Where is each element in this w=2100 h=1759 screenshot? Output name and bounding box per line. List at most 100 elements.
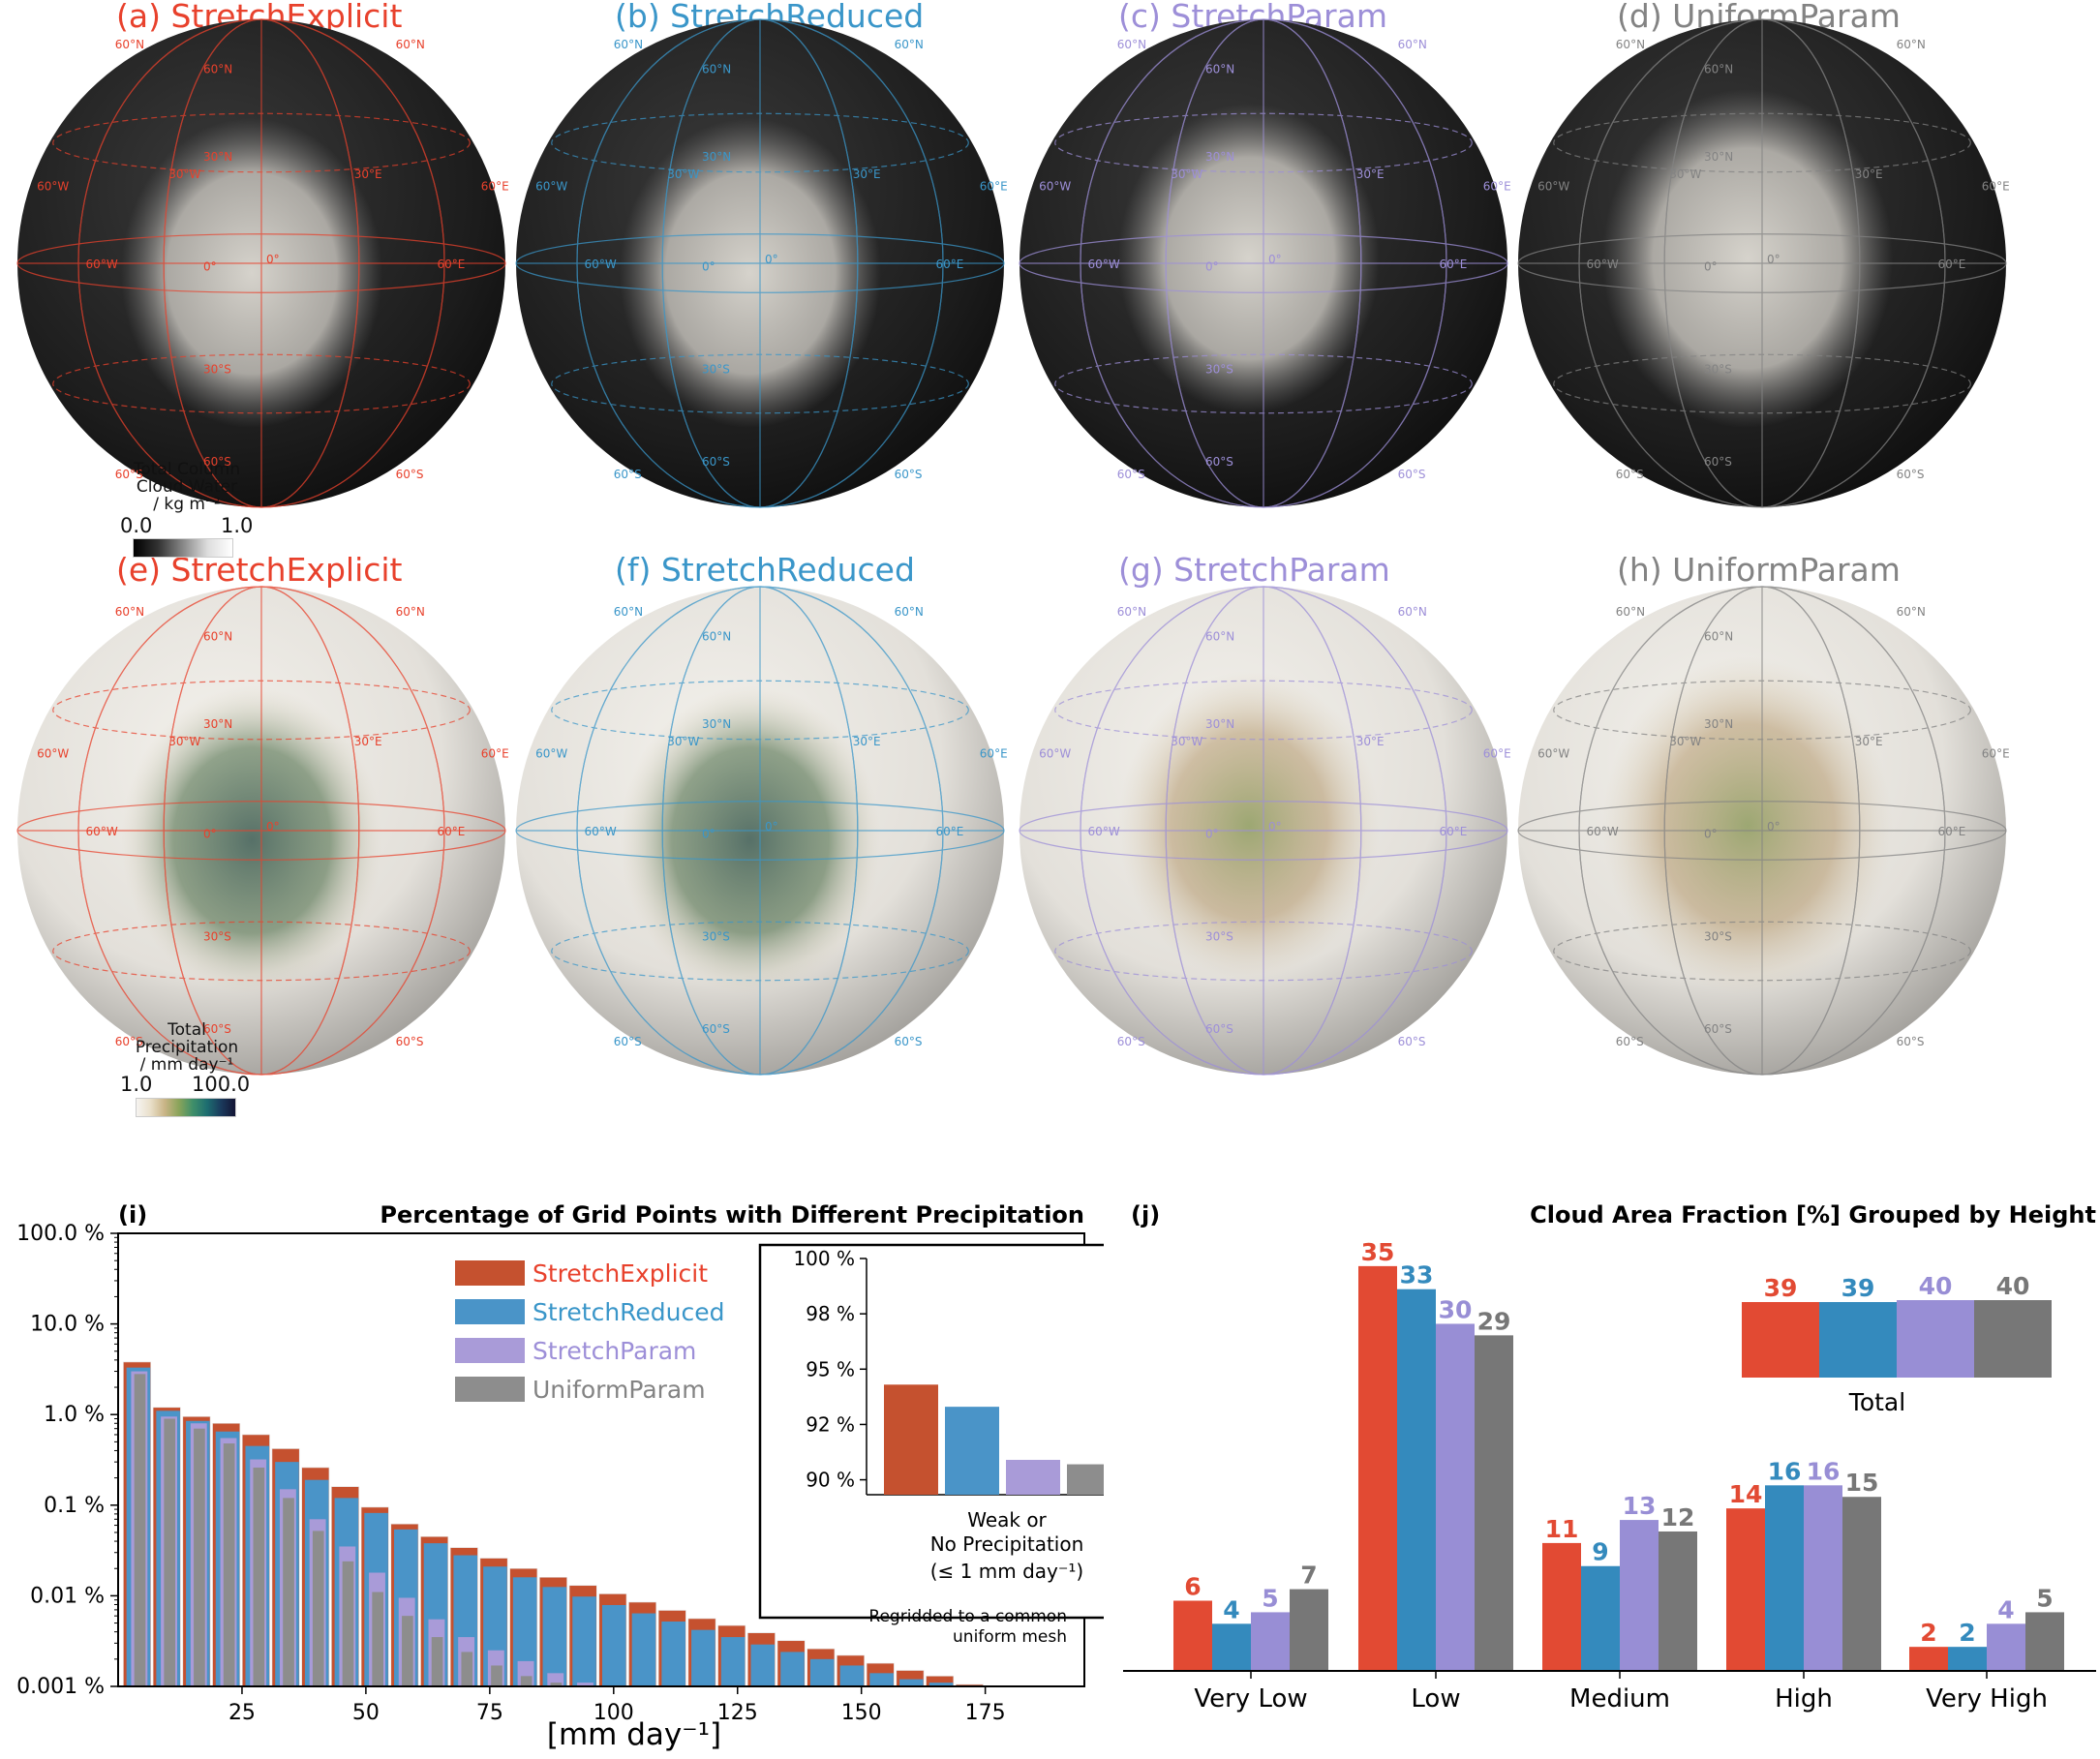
- globe-grid-label: 60°W: [1587, 258, 1619, 271]
- chart-j-bar-label: 2: [1959, 1619, 1975, 1647]
- colorbar-cloud-label-line2: Cloud Water: [136, 476, 238, 497]
- globe-grid-label: 30°N: [1205, 717, 1234, 731]
- chart-j-panel-label: (j): [1131, 1201, 1160, 1228]
- chart-i-inset-ytick-label: 92 %: [806, 1412, 855, 1436]
- globe-grid-label: 60°S: [115, 1035, 143, 1048]
- globe-grid-label: 0°: [1704, 828, 1718, 841]
- globe-grid-label: 60°S: [1205, 1022, 1233, 1036]
- globe-grid-label: 30°N: [1704, 717, 1733, 731]
- globe-grid-label: 0°: [1268, 253, 1282, 266]
- globe-grid-label: 30°W: [1171, 735, 1202, 748]
- globe-grid-label: 60°E: [1982, 746, 2010, 760]
- chart-cloud-area-fraction: (j) Cloud Area Fraction [%] Grouped by H…: [1123, 1201, 2096, 1714]
- chart-j-bar-label: 30: [1439, 1295, 1473, 1323]
- globe-grid-label: 30°S: [1205, 929, 1233, 943]
- globe-top-2: 60°N 30°N 0° 30°S 60°S 60°W 30°W 0° 30°E 60°E 60°N…: [1019, 18, 1511, 508]
- globe-grid-label: 0°: [1767, 253, 1780, 266]
- globe-grid-label: 60°S: [203, 455, 231, 469]
- chart-i-title: Percentage of Grid Points with Different…: [380, 1201, 1084, 1228]
- globe-grid-label: 60°E: [980, 746, 1008, 760]
- globe-grid-label: 60°E: [481, 746, 509, 760]
- chart-i-bar: [372, 1592, 383, 1686]
- globe-grid-label: 60°W: [1537, 179, 1569, 193]
- globe-grid-label: 60°S: [702, 1022, 730, 1036]
- chart-j-category-label: Very Low: [1194, 1684, 1307, 1714]
- chart-j-bar-label: 33: [1400, 1261, 1434, 1289]
- chart-j-bar-label: 13: [1623, 1492, 1657, 1520]
- chart-i-bar: [491, 1665, 502, 1686]
- chart-i-legend-swatch: [455, 1377, 525, 1402]
- chart-i-bar: [572, 1596, 596, 1686]
- globe-field: [121, 685, 382, 995]
- chart-j-total-inset: 39 39 40 40: [1742, 1272, 2052, 1378]
- globe-grid-label: 30°N: [203, 717, 232, 731]
- chart-j-bar-label: 6: [1184, 1572, 1201, 1600]
- chart-i-ytick-label: 1.0 %: [44, 1403, 105, 1427]
- chart-i-bar: [661, 1621, 685, 1686]
- chart-i-inset-label-line2: No Precipitation: [930, 1532, 1084, 1556]
- globe-title-bottom-3: (h) UniformParam: [1617, 551, 1901, 589]
- globe-title-bottom-2: (g) StretchParam: [1118, 551, 1390, 589]
- colorbar-precip-label: Total Precipitation / mm day⁻¹: [114, 1021, 259, 1075]
- globe-grid-label: 30°S: [1205, 362, 1233, 376]
- globe-grid-label: 60°S: [1704, 455, 1732, 469]
- globe-grid-label: 60°S: [1616, 1035, 1644, 1048]
- globe-field: [1602, 89, 1893, 428]
- globe-grid-label: 60°W: [585, 825, 617, 838]
- globe-grid-label: 60°N: [203, 62, 232, 76]
- globe-grid-label: 30°S: [203, 362, 231, 376]
- globe-top-1: 60°N 30°N 0° 30°S 60°S 60°W 30°W 0° 30°E 60°E 60°N…: [515, 18, 1008, 508]
- globe-grid-label: 60°W: [37, 746, 69, 760]
- chart-j-bar: [1542, 1542, 1581, 1670]
- chart-i-legend-swatch: [455, 1299, 525, 1324]
- globe-grid-label: 30°N: [1704, 150, 1733, 164]
- globe-grid-label: 60°N: [702, 629, 731, 643]
- chart-i-bar: [691, 1629, 715, 1686]
- chart-i-bar: [461, 1652, 473, 1686]
- globe-grid-label: 60°N: [614, 38, 643, 51]
- globe-grid-label: 60°N: [1704, 62, 1733, 76]
- globe-grid-label: 60°W: [535, 746, 567, 760]
- chart-i-bar: [839, 1665, 865, 1686]
- chart-j-bar: [1987, 1623, 2025, 1670]
- chart-i-inset-bar: [884, 1384, 938, 1495]
- globe-grid-label: 60°N: [1205, 62, 1234, 76]
- chart-j-bar: [1726, 1508, 1765, 1670]
- chart-i-panel-label: (i): [118, 1201, 147, 1228]
- globe-grid-label: 60°S: [115, 468, 143, 481]
- chart-i-ytick-label: 100.0 %: [16, 1222, 105, 1246]
- chart-i-xtick-label: 50: [352, 1701, 380, 1725]
- chart-i-xtick-label: 100: [593, 1701, 634, 1725]
- colorbar-cloud-max: 1.0: [221, 514, 254, 537]
- globe-grid-label: 60°S: [1117, 468, 1145, 481]
- globe-grid-label: 30°E: [354, 735, 382, 748]
- chart-j-bar: [1909, 1647, 1948, 1670]
- globe-field: [121, 118, 382, 428]
- chart-j-bar-label: 14: [1729, 1480, 1763, 1508]
- chart-i-legend-label: StretchReduced: [533, 1298, 725, 1326]
- chart-i-bar: [520, 1676, 533, 1686]
- globe-grid-label: 30°N: [702, 717, 731, 731]
- chart-j-category-label: Very High: [1926, 1684, 2048, 1714]
- chart-i-xtick-label: 175: [965, 1701, 1006, 1725]
- chart-i-bar: [342, 1561, 354, 1686]
- globe-grid-label: 60°E: [1483, 746, 1511, 760]
- globe-grid-label: 30°W: [1669, 167, 1701, 181]
- globe-grid-label: 60°W: [1537, 746, 1569, 760]
- chart-i-bar: [928, 1683, 954, 1686]
- chart-i-inset-ytick-label: 98 %: [806, 1302, 855, 1325]
- chart-i-bar: [550, 1683, 563, 1686]
- globe-grid-label: 60°S: [1897, 1035, 1925, 1048]
- globe-graticule: [1517, 586, 2007, 1076]
- globe-grid-label: 60°E: [437, 258, 465, 271]
- chart-j-total-bar-label: 39: [1841, 1274, 1875, 1302]
- chart-j-bar-label: 4: [1997, 1595, 2014, 1623]
- chart-i-bar: [750, 1644, 776, 1686]
- globe-grid-label: 60°W: [585, 258, 617, 271]
- globe-grid-label: 30°W: [667, 167, 699, 181]
- colorbar-precip-max: 100.0: [192, 1073, 251, 1096]
- globe-grid-label: 30°E: [354, 167, 382, 181]
- chart-j-bar: [1397, 1289, 1436, 1670]
